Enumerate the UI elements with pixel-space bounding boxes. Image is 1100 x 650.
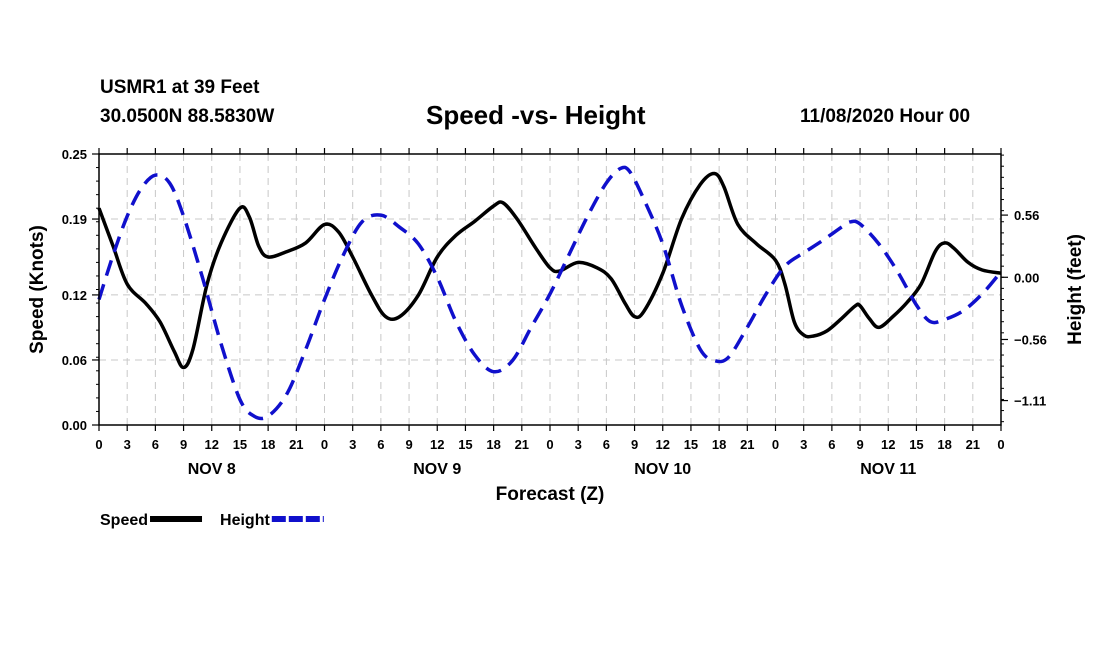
x-tick-label: 15	[909, 437, 923, 452]
x-tick-label: 15	[233, 437, 247, 452]
x-tick-label: 0	[95, 437, 102, 452]
x-tick-label: 9	[180, 437, 187, 452]
grid	[99, 154, 1001, 425]
x-tick-label: 18	[486, 437, 500, 452]
x-tick-label: 12	[881, 437, 895, 452]
x-tick-label: 21	[740, 437, 754, 452]
x-tick-label: 15	[458, 437, 472, 452]
x-tick-label: 6	[603, 437, 610, 452]
x-tick-label: 0	[321, 437, 328, 452]
y-tick-label: 0.12	[62, 288, 87, 303]
x-tick-label: 9	[405, 437, 412, 452]
x-tick-label: 18	[937, 437, 951, 452]
x-tick-label: 21	[966, 437, 980, 452]
legend-label: Height	[220, 512, 270, 529]
x-tick-label: 6	[377, 437, 384, 452]
x-tick-label: 0	[546, 437, 553, 452]
x-tick-label: 3	[124, 437, 131, 452]
x-tick-label: 18	[261, 437, 275, 452]
x-tick-label: 0	[772, 437, 779, 452]
day-label: NOV 9	[413, 461, 461, 478]
legend-label: Speed	[100, 512, 148, 529]
x-tick-label: 21	[289, 437, 303, 452]
x-tick-label: 12	[205, 437, 219, 452]
y2-axis-title: Height (feet)	[1065, 234, 1086, 345]
series-line-speed	[97, 171, 1002, 370]
axis-ticks	[92, 148, 1008, 431]
y2-tick-label: −1.11	[1014, 394, 1046, 409]
axis-labels: 0.00 0.06 0.12 0.19 0.25 0.56 0.00 −0.56 −1.11 0 3…	[27, 147, 1086, 505]
y-tick-label: 0.19	[62, 212, 87, 227]
series-lines	[97, 165, 1003, 421]
series-line-height	[97, 165, 1003, 421]
x-tick-label: 0	[997, 437, 1004, 452]
y2-tick-label: 0.56	[1014, 208, 1039, 223]
x-tick-label: 3	[800, 437, 807, 452]
x-tick-label: 18	[712, 437, 726, 452]
y2-tick-label: 0.00	[1014, 270, 1039, 285]
x-tick-label: 9	[631, 437, 638, 452]
x-tick-label: 3	[349, 437, 356, 452]
x-tick-label: 21	[515, 437, 529, 452]
x-tick-label: 12	[656, 437, 670, 452]
y-tick-label: 0.06	[62, 353, 87, 368]
x-tick-label: 6	[828, 437, 835, 452]
x-tick-label: 15	[684, 437, 698, 452]
day-label: NOV 8	[188, 461, 236, 478]
day-label: NOV 11	[860, 461, 916, 478]
x-tick-label: 3	[575, 437, 582, 452]
chart-title: Speed -vs- Height	[426, 100, 646, 130]
x-axis-title: Forecast (Z)	[496, 484, 605, 505]
station-name: USMR1 at 39 Feet	[100, 77, 260, 98]
x-tick-label: 6	[152, 437, 159, 452]
day-label: NOV 10	[634, 461, 691, 478]
x-tick-label: 12	[430, 437, 444, 452]
y-tick-label: 0.25	[62, 147, 87, 162]
y-axis-title: Speed (Knots)	[27, 225, 48, 354]
legend: Speed Height	[100, 512, 324, 529]
station-coordinates: 30.0500N 88.5830W	[100, 106, 275, 127]
forecast-timestamp: 11/08/2020 Hour 00	[800, 106, 971, 127]
x-tick-label: 9	[856, 437, 863, 452]
y-tick-label: 0.00	[62, 418, 87, 433]
y2-tick-label: −0.56	[1014, 332, 1047, 347]
